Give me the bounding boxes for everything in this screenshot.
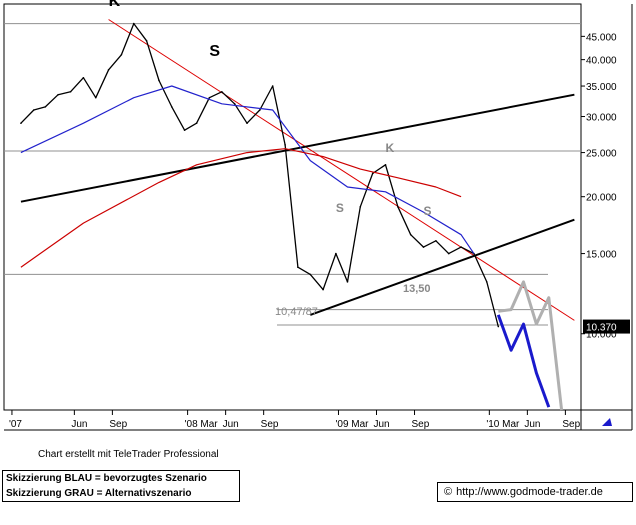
copyright-icon: © <box>444 486 453 498</box>
price-point-2009-07 <box>397 206 399 208</box>
price-point-2007-09 <box>120 53 123 56</box>
annotation-shoulder-2009-right: S <box>424 204 432 218</box>
y-tick-label-3: 30.000 <box>586 113 617 124</box>
price-point-2009-09 <box>422 246 425 248</box>
annotation-head-2009: K <box>385 141 394 155</box>
y-tick-label-7: 10.000 <box>586 330 617 341</box>
source-url: http://www.godmode-trader.de <box>456 486 603 498</box>
last-price-label: 10.370 <box>586 323 617 334</box>
price-point-2007-12 <box>158 79 160 82</box>
price-point-2008-05 <box>221 90 223 93</box>
price-point-2008-12 <box>309 273 312 276</box>
price-point-2008-03 <box>195 122 198 125</box>
series-scenario_blue <box>496 314 551 408</box>
price-point-2008-09 <box>271 85 274 87</box>
x-tick-label-8: Sep <box>412 419 430 430</box>
price-point-2009-12 <box>460 246 462 248</box>
price-point-2008-04 <box>208 96 211 99</box>
scenario-legend: Skizzierung BLAU = bevorzugtes Szenario … <box>2 470 240 502</box>
x-tick-label-0: '07 <box>9 419 22 430</box>
scroll-arrow-icon[interactable] <box>602 418 612 426</box>
source-link[interactable]: © http://www.godmode-trader.de <box>437 482 633 502</box>
price-point-2007-06 <box>82 76 85 79</box>
price-point-2009-06 <box>384 164 387 166</box>
price-point-2009-05 <box>371 172 374 175</box>
price-point-2008-01 <box>171 106 173 108</box>
y-tick-label-6: 15.000 <box>586 250 617 261</box>
x-tick-label-6: '09 Mar <box>335 419 369 430</box>
price-point-2008-06 <box>233 102 236 105</box>
x-tick-label-11: Sep <box>562 419 580 430</box>
series-ma_long <box>20 148 462 268</box>
legend-blue-scenario: Skizzierung BLAU = bevorzugtes Szenario <box>6 473 207 484</box>
legend-grey-scenario: Skizzierung GRAU = Alternativszenario <box>6 488 192 499</box>
price-point-2009-01 <box>322 288 324 291</box>
price-point-2007-02 <box>32 109 35 111</box>
x-tick-label-7: Jun <box>373 419 389 430</box>
price-point-2009-08 <box>409 233 412 236</box>
price-point-2008-10 <box>284 144 286 146</box>
price-point-2009-10 <box>435 240 437 242</box>
price-point-2007-04 <box>57 93 59 96</box>
price-point-2008-07 <box>246 122 248 125</box>
x-tick-label-3: '08 Mar <box>185 419 219 430</box>
price-point-2007-01 <box>20 122 22 125</box>
y-tick-label-0: 45.000 <box>586 32 617 43</box>
trendline-red_downtrend <box>108 19 575 321</box>
annotation-head: K <box>109 0 121 10</box>
trendline-black_uptrend_long <box>20 93 575 203</box>
annotation-shoulder-2008: S <box>209 43 220 60</box>
price-point-2010-03 <box>497 325 500 328</box>
price-point-2007-05 <box>69 90 72 93</box>
price-point-2007-10 <box>132 22 135 25</box>
price-point-2008-08 <box>259 109 261 111</box>
x-tick-label-10: Jun <box>524 419 540 430</box>
price-point-2009-11 <box>447 252 450 255</box>
series-ma_short <box>20 85 475 254</box>
x-tick-label-9: '10 Mar <box>486 419 520 430</box>
price-point-2010-02 <box>485 281 488 283</box>
annotation-neckline: 13,50 <box>403 283 431 295</box>
annotation-shoulder-2009-left: S <box>336 201 344 215</box>
price-point-2007-08 <box>107 68 110 71</box>
price-point-2008-02 <box>183 129 186 131</box>
x-tick-label-2: Sep <box>109 419 127 430</box>
trendline-black_neckline <box>309 218 575 316</box>
last-price-marker <box>583 319 630 334</box>
chart-credit: Chart erstellt mit TeleTrader Profession… <box>38 449 219 460</box>
x-tick-label-5: Sep <box>261 419 279 430</box>
price-point-2007-07 <box>94 96 97 99</box>
price-point-2008-11 <box>297 266 299 269</box>
price-point-2009-03 <box>346 281 349 283</box>
y-tick-label-2: 35.000 <box>586 82 617 93</box>
y-tick-label-4: 25.000 <box>586 149 617 160</box>
x-tick-label-4: Jun <box>223 419 239 430</box>
price-point-2007-11 <box>145 39 148 42</box>
plot-frame <box>3 3 582 411</box>
price-point-2007-03 <box>44 106 47 108</box>
price-point-2009-02 <box>335 252 337 255</box>
price-point-2009-04 <box>359 206 362 208</box>
x-tick-label-1: Jun <box>71 419 87 430</box>
y-tick-label-5: 20.000 <box>586 193 617 204</box>
series-scenario_grey <box>498 280 564 411</box>
annotation-low: 10,47/87 <box>275 306 318 318</box>
y-tick-label-1: 40.000 <box>586 56 617 67</box>
